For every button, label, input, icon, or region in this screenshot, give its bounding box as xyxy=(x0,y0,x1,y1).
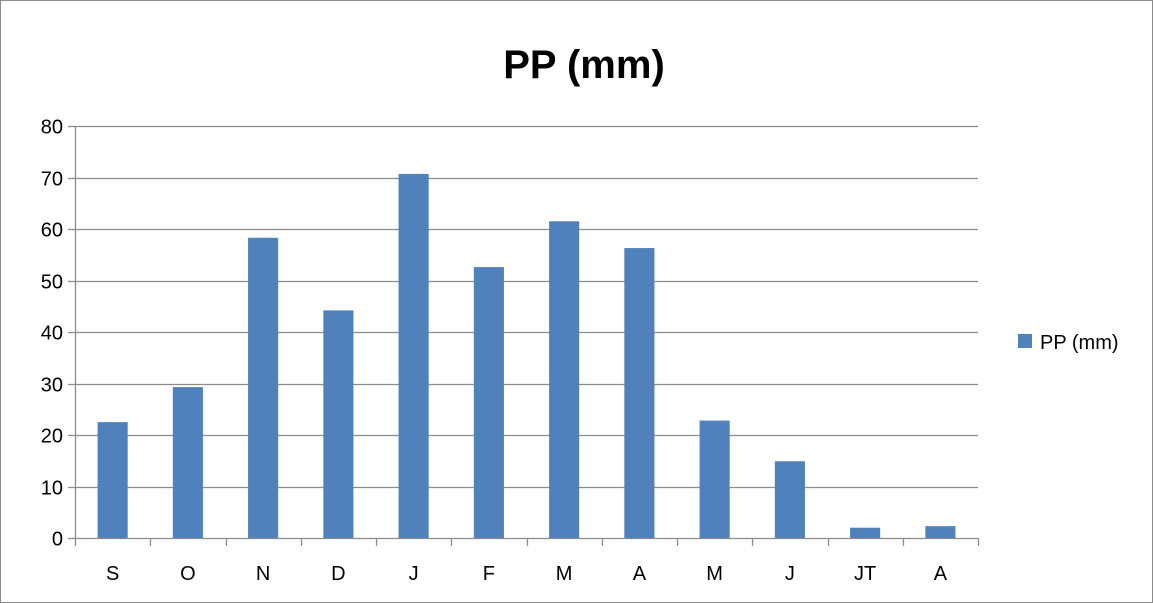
bar-1-S xyxy=(97,422,128,538)
chart-title: PP (mm) xyxy=(503,43,665,87)
bar-9-M xyxy=(699,420,730,538)
legend: PP (mm) xyxy=(1018,332,1119,354)
x-tick-label-4: D xyxy=(331,563,345,585)
y-tick-label-70: 70 xyxy=(41,169,63,191)
y-tick-label-10: 10 xyxy=(41,478,63,500)
x-tick-label-3: N xyxy=(256,563,270,585)
y-axis-ticks: 0 10 20 30 40 50 60 70 80 xyxy=(41,117,75,551)
axes xyxy=(74,126,978,540)
bar-6-F xyxy=(473,267,504,538)
x-tick-label-7: M xyxy=(556,563,573,585)
y-tick-label-0: 0 xyxy=(52,529,63,551)
y-tick-label-30: 30 xyxy=(41,375,63,397)
y-tick-label-80: 80 xyxy=(41,117,63,139)
bar-10-J xyxy=(774,461,805,538)
x-tick-label-10: J xyxy=(785,563,795,585)
x-tick-label-11: JT xyxy=(854,563,876,585)
bar-2-O xyxy=(172,387,203,538)
y-tick-label-60: 60 xyxy=(41,220,63,242)
x-axis-ticks: S O N D J F M A M J JT A xyxy=(74,538,980,585)
y-tick-label-20: 20 xyxy=(41,426,63,448)
bar-7-M xyxy=(549,221,580,538)
x-tick-label-12: A xyxy=(934,563,948,585)
bar-8-A xyxy=(624,248,655,538)
x-tick-label-5: J xyxy=(409,563,419,585)
legend-label: PP (mm) xyxy=(1040,332,1119,354)
x-tick-label-2: O xyxy=(180,563,196,585)
bar-12-A xyxy=(925,526,956,538)
x-tick-label-6: F xyxy=(483,563,495,585)
x-tick-label-8: A xyxy=(633,563,647,585)
y-tick-label-50: 50 xyxy=(41,272,63,294)
gridlines xyxy=(75,125,978,489)
bar-11-JT xyxy=(850,527,881,538)
bar-3-N xyxy=(248,237,279,538)
y-tick-label-40: 40 xyxy=(41,323,63,345)
x-tick-label-1: S xyxy=(106,563,119,585)
bar-4-D xyxy=(323,310,354,538)
x-tick-label-9: M xyxy=(706,563,723,585)
legend-swatch xyxy=(1018,334,1032,348)
bar-5-J xyxy=(398,173,429,538)
bars xyxy=(97,173,956,538)
